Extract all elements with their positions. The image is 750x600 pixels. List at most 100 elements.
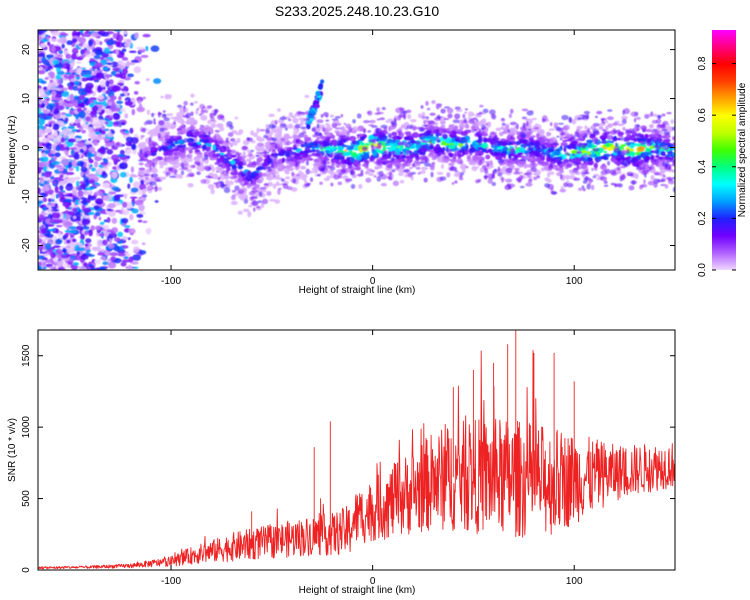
noise-cell xyxy=(51,208,60,212)
ridge-cell xyxy=(637,146,645,152)
noise-cell xyxy=(63,135,68,139)
ridge-cell xyxy=(232,140,238,146)
noise-cell xyxy=(106,149,114,155)
ridge-cell xyxy=(471,165,478,172)
halo-cell xyxy=(243,198,249,204)
ridge-cell xyxy=(246,185,251,189)
halo-cell xyxy=(393,117,397,123)
ridge-cell xyxy=(399,179,405,184)
halo-cell xyxy=(451,182,455,185)
noise-cell xyxy=(55,238,62,245)
noise-cell xyxy=(99,41,103,46)
noise-cell xyxy=(82,99,89,104)
noise-cell xyxy=(50,149,56,154)
halo-cell xyxy=(471,129,475,133)
top-y-tick-label: 10 xyxy=(21,93,32,105)
halo-cell xyxy=(497,166,501,173)
colorbar-tick-label: 0.6 xyxy=(697,108,708,122)
halo-cell xyxy=(198,113,202,116)
halo-cell xyxy=(559,138,563,141)
halo-cell xyxy=(592,175,597,179)
noise-cell xyxy=(66,239,71,244)
halo-cell xyxy=(574,131,580,136)
ridge-cell xyxy=(502,146,509,151)
halo-cell xyxy=(452,119,460,124)
halo-cell xyxy=(426,140,433,143)
ridge-cell xyxy=(605,125,609,132)
halo-cell xyxy=(407,172,414,178)
noise-cell xyxy=(60,87,68,91)
halo-cell xyxy=(318,152,324,156)
halo-cell xyxy=(205,175,212,178)
bottom-x-tick-label: 0 xyxy=(370,576,376,587)
noise-cell xyxy=(107,261,117,269)
noise-cell xyxy=(41,186,50,192)
halo-cell xyxy=(305,160,309,166)
colorbar-tick-label: 0.0 xyxy=(697,263,708,277)
halo-cell xyxy=(376,107,381,112)
ridge-cell xyxy=(630,151,636,158)
ridge-cell xyxy=(407,113,412,120)
ridge-cell xyxy=(671,135,675,141)
noise-cell xyxy=(80,30,84,34)
halo-cell xyxy=(465,140,468,146)
ridge-cell xyxy=(300,143,305,148)
halo-cell xyxy=(181,166,189,171)
halo-cell xyxy=(203,165,211,171)
halo-cell xyxy=(138,159,144,162)
noise-cell xyxy=(132,181,142,189)
halo-cell xyxy=(186,153,193,159)
ridge-cell xyxy=(218,169,223,172)
halo-cell xyxy=(256,165,263,171)
halo-cell xyxy=(530,166,537,173)
halo-cell xyxy=(493,168,498,172)
ridge-cell xyxy=(242,208,250,213)
halo-cell xyxy=(420,105,424,109)
ridge-cell xyxy=(180,111,185,115)
ridge-cell xyxy=(163,151,169,157)
halo-cell xyxy=(523,143,527,150)
halo-cell xyxy=(481,158,485,164)
halo-cell xyxy=(390,120,393,124)
halo-cell xyxy=(296,111,303,116)
ridge-cell xyxy=(521,139,527,144)
halo-cell xyxy=(224,162,230,168)
halo-cell xyxy=(361,146,368,152)
halo-cell xyxy=(271,149,277,155)
ridge-cell xyxy=(301,166,306,170)
halo-cell xyxy=(277,188,281,195)
halo-cell xyxy=(587,127,591,133)
noise-cell xyxy=(90,267,97,270)
ridge-cell xyxy=(389,126,395,130)
noise-cell xyxy=(57,266,66,270)
halo-cell xyxy=(443,117,450,121)
halo-cell xyxy=(148,136,152,142)
halo-cell xyxy=(411,163,416,168)
halo-cell xyxy=(592,128,599,135)
ridge-cell xyxy=(157,186,163,191)
halo-cell xyxy=(330,182,334,187)
halo-cell xyxy=(286,186,293,191)
noise-cell xyxy=(76,141,85,148)
halo-cell xyxy=(508,113,512,119)
noise-cell xyxy=(94,211,101,217)
halo-cell xyxy=(374,112,381,115)
halo-cell xyxy=(625,142,631,146)
noise-cell xyxy=(94,156,103,162)
noise-cell xyxy=(124,41,132,48)
halo-cell xyxy=(526,121,529,127)
noise-cell xyxy=(43,171,52,178)
halo-cell xyxy=(367,110,373,116)
ridge-cell xyxy=(670,119,675,124)
halo-cell xyxy=(319,132,322,137)
noise-cell xyxy=(80,254,89,260)
halo-cell xyxy=(403,158,409,164)
ridge-cell xyxy=(500,138,507,142)
halo-cell xyxy=(509,147,516,153)
noise-cell xyxy=(57,54,63,58)
halo-cell xyxy=(199,103,205,110)
noise-cell xyxy=(80,183,87,189)
halo-cell xyxy=(486,162,490,168)
ridge-cell xyxy=(335,164,341,168)
halo-cell xyxy=(267,166,272,172)
